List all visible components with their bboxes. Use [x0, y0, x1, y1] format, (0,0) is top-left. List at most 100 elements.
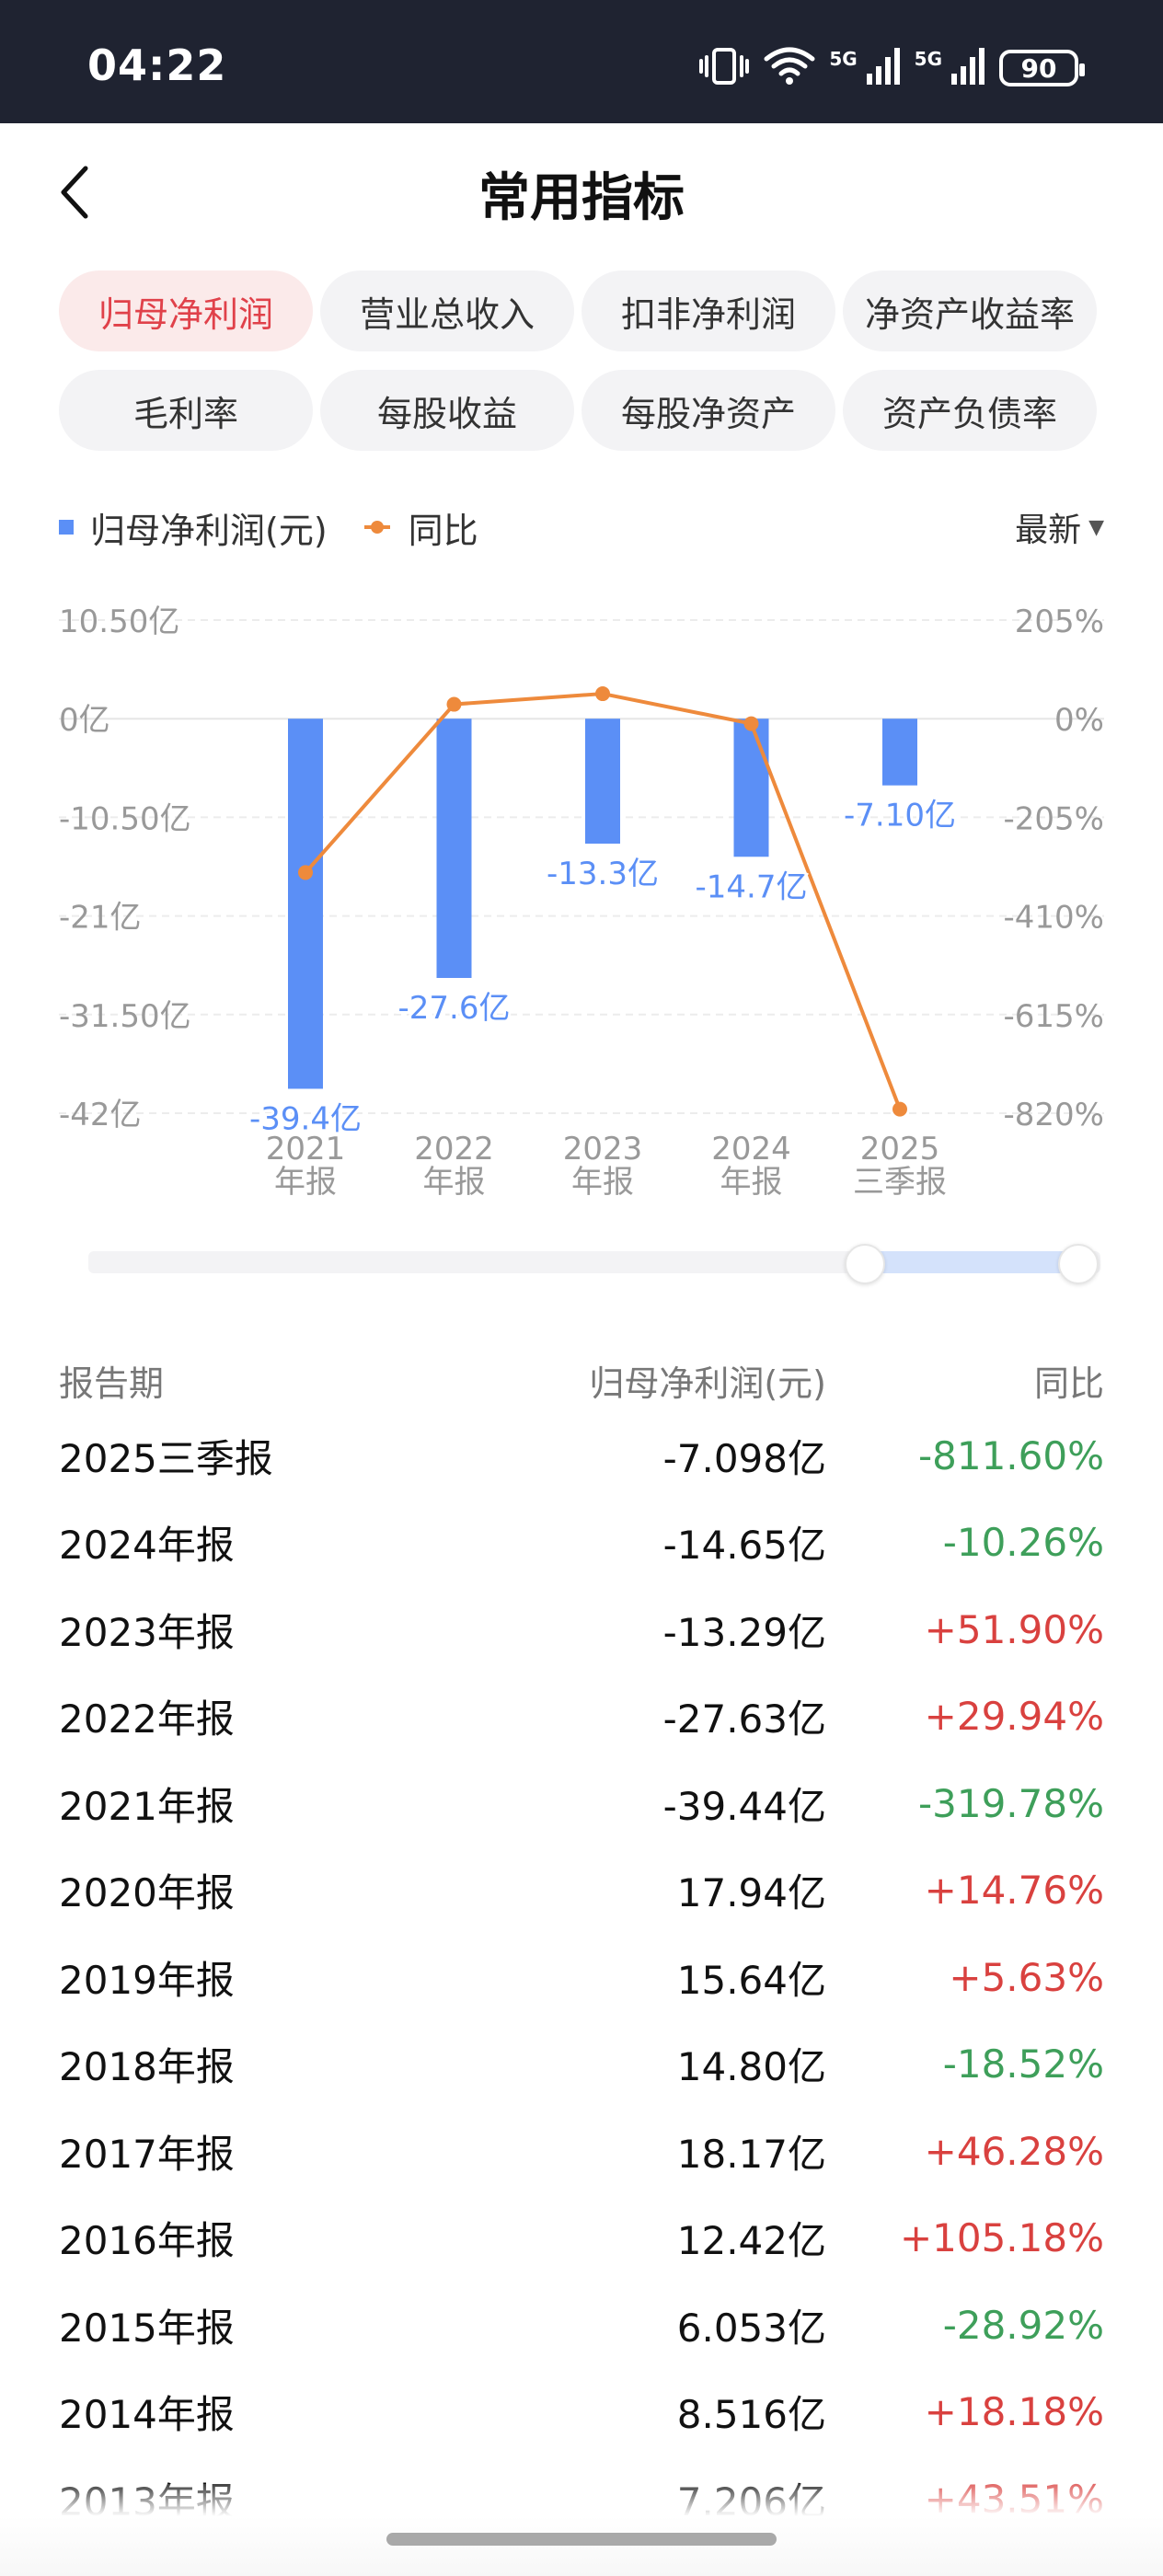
- table-body: 2025三季报 -7.098亿 -811.60% 2024年报 -14.65亿 -10.2…: [59, 1412, 1104, 2543]
- table-row[interactable]: 2015年报 6.053亿 -28.92%: [59, 2282, 1104, 2369]
- x-tick-label: 年报: [571, 1164, 634, 1201]
- row-period: 2021年报: [59, 1783, 235, 1829]
- row-yoy: -18.52%: [942, 2041, 1104, 2087]
- sort-dropdown[interactable]: 最新 ▼: [1015, 503, 1104, 551]
- tab-eps[interactable]: 每股收益: [320, 370, 574, 451]
- row-period: 2022年报: [59, 1696, 235, 1742]
- tab-net-profit[interactable]: 归母净利润: [59, 270, 313, 351]
- row-yoy: +5.63%: [949, 1954, 1104, 2000]
- row-value: 6.053亿: [676, 2305, 826, 2351]
- row-period: 2019年报: [59, 1957, 235, 2003]
- row-period: 2016年报: [59, 2218, 235, 2264]
- back-button[interactable]: [52, 160, 98, 224]
- x-tick-label: 2025: [860, 1131, 940, 1167]
- tab-roe[interactable]: 净资产收益率: [843, 270, 1097, 351]
- signal-icon: [950, 46, 986, 90]
- y-tick-label-right: -410%: [1004, 900, 1104, 937]
- y-tick-label-left: -10.50亿: [59, 800, 191, 837]
- y-tick-label-right: 205%: [1015, 604, 1104, 640]
- range-slider[interactable]: [88, 1244, 1100, 1284]
- network-type-1: 5G: [829, 48, 858, 70]
- vibrate-icon: [698, 46, 750, 90]
- tab-deducted-net-profit[interactable]: 扣非净利润: [582, 270, 835, 351]
- yoy-point: [298, 865, 313, 880]
- bar-swatch: [59, 520, 74, 535]
- row-yoy: +51.90%: [924, 1606, 1104, 1652]
- chart-svg: 10.50亿 0亿 -10.50亿 -21亿 -31.50亿 -42亿 205% 0% -205…: [59, 604, 1104, 1201]
- row-period: 2020年报: [59, 1870, 235, 1916]
- line-swatch: [363, 521, 390, 534]
- x-tick-label: 2023: [563, 1131, 643, 1167]
- tab-debt-ratio[interactable]: 资产负债率: [843, 370, 1097, 451]
- row-value: 12.42亿: [676, 2218, 826, 2264]
- table-row[interactable]: 2023年报 -13.29亿 +51.90%: [59, 1586, 1104, 1673]
- page-title: 常用指标: [478, 168, 685, 228]
- row-period: 2018年报: [59, 2044, 235, 2090]
- sort-label: 最新: [1015, 512, 1082, 549]
- table-row[interactable]: 2024年报 -14.65亿 -10.26%: [59, 1500, 1104, 1587]
- row-value: 14.80亿: [676, 2044, 826, 2090]
- row-yoy: -28.92%: [942, 2302, 1104, 2348]
- bar: [733, 719, 769, 857]
- yoy-point: [743, 716, 759, 731]
- row-period: 2023年报: [59, 1609, 235, 1655]
- row-yoy: +46.28%: [924, 2128, 1104, 2174]
- table-row[interactable]: 2025三季报 -7.098亿 -811.60%: [59, 1412, 1104, 1500]
- bar-data-label: -39.4亿: [249, 1100, 362, 1137]
- slider-handle-left[interactable]: [845, 1244, 885, 1284]
- x-tick-label: 年报: [274, 1164, 337, 1201]
- bar: [436, 719, 472, 978]
- y-tick-label-left: -42亿: [59, 1097, 142, 1133]
- battery-level: 90: [1020, 52, 1057, 84]
- row-period: 2014年报: [59, 2392, 235, 2438]
- row-yoy: +14.76%: [924, 1868, 1104, 1914]
- row-value: -7.098亿: [662, 1435, 826, 1481]
- table-row[interactable]: 2016年报 12.42亿 +105.18%: [59, 2195, 1104, 2283]
- header-yoy: 同比: [1033, 1363, 1104, 1404]
- header-period: 报告期: [59, 1363, 165, 1404]
- wifi-icon: [763, 46, 816, 90]
- legend-bar-label: 归母净利润(元): [90, 510, 328, 551]
- x-tick-label: 2021: [266, 1131, 346, 1167]
- caret-down-icon: ▼: [1088, 515, 1104, 539]
- y-tick-label-left: -31.50亿: [59, 998, 191, 1035]
- row-yoy: +18.18%: [924, 2389, 1104, 2435]
- tab-bvps[interactable]: 每股净资产: [582, 370, 835, 451]
- row-value: -27.63亿: [662, 1696, 826, 1742]
- yoy-point: [595, 686, 610, 702]
- bar: [585, 719, 620, 844]
- tab-gross-margin[interactable]: 毛利率: [59, 370, 313, 451]
- row-value: 17.94亿: [676, 1870, 826, 1916]
- table-row[interactable]: 2017年报 18.17亿 +46.28%: [59, 2108, 1104, 2195]
- tab-total-revenue[interactable]: 营业总收入: [320, 270, 574, 351]
- x-tick-label: 2022: [414, 1131, 494, 1167]
- chevron-left-icon: [61, 166, 88, 219]
- legend-line-label: 同比: [408, 510, 478, 551]
- row-value: 18.17亿: [676, 2131, 826, 2177]
- table-row[interactable]: 2019年报 15.64亿 +5.63%: [59, 1934, 1104, 2021]
- row-yoy: -319.78%: [917, 1780, 1104, 1826]
- bar: [288, 719, 323, 1089]
- header-value: 归母净利润(元): [589, 1363, 826, 1404]
- table-row[interactable]: 2014年报 8.516亿 +18.18%: [59, 2369, 1104, 2456]
- y-tick-label-left: -21亿: [59, 900, 142, 937]
- y-tick-label-right: 0%: [1054, 702, 1104, 739]
- status-icons: 5G 5G 90: [698, 46, 1085, 90]
- row-period: 2024年报: [59, 1523, 235, 1569]
- x-tick-label: 2024: [711, 1131, 791, 1167]
- table-row[interactable]: 2018年报 14.80亿 -18.52%: [59, 2021, 1104, 2109]
- net-profit-chart: 10.50亿 0亿 -10.50亿 -21亿 -31.50亿 -42亿 205% 0% -205…: [0, 589, 1163, 1214]
- slider-selected-range: [865, 1251, 1075, 1273]
- table-row[interactable]: 2022年报 -27.63亿 +29.94%: [59, 1673, 1104, 1761]
- table-row[interactable]: 2020年报 17.94亿 +14.76%: [59, 1847, 1104, 1935]
- slider-handle-right[interactable]: [1058, 1244, 1099, 1284]
- table-row[interactable]: 2021年报 -39.44亿 -319.78%: [59, 1760, 1104, 1847]
- row-value: -13.29亿: [662, 1609, 826, 1655]
- status-bar: 04:22 5G 5G 90: [0, 0, 1163, 123]
- chart-legend: 归母净利润(元) 同比 最新 ▼: [59, 503, 1104, 551]
- home-indicator[interactable]: [386, 2533, 777, 2546]
- bar-data-label: -7.10亿: [844, 798, 956, 834]
- row-value: 15.64亿: [676, 1957, 826, 2003]
- data-table: 报告期 归母净利润(元) 同比 2025三季报 -7.098亿 -811.60% 20…: [59, 1348, 1104, 2543]
- row-yoy: +29.94%: [924, 1694, 1104, 1740]
